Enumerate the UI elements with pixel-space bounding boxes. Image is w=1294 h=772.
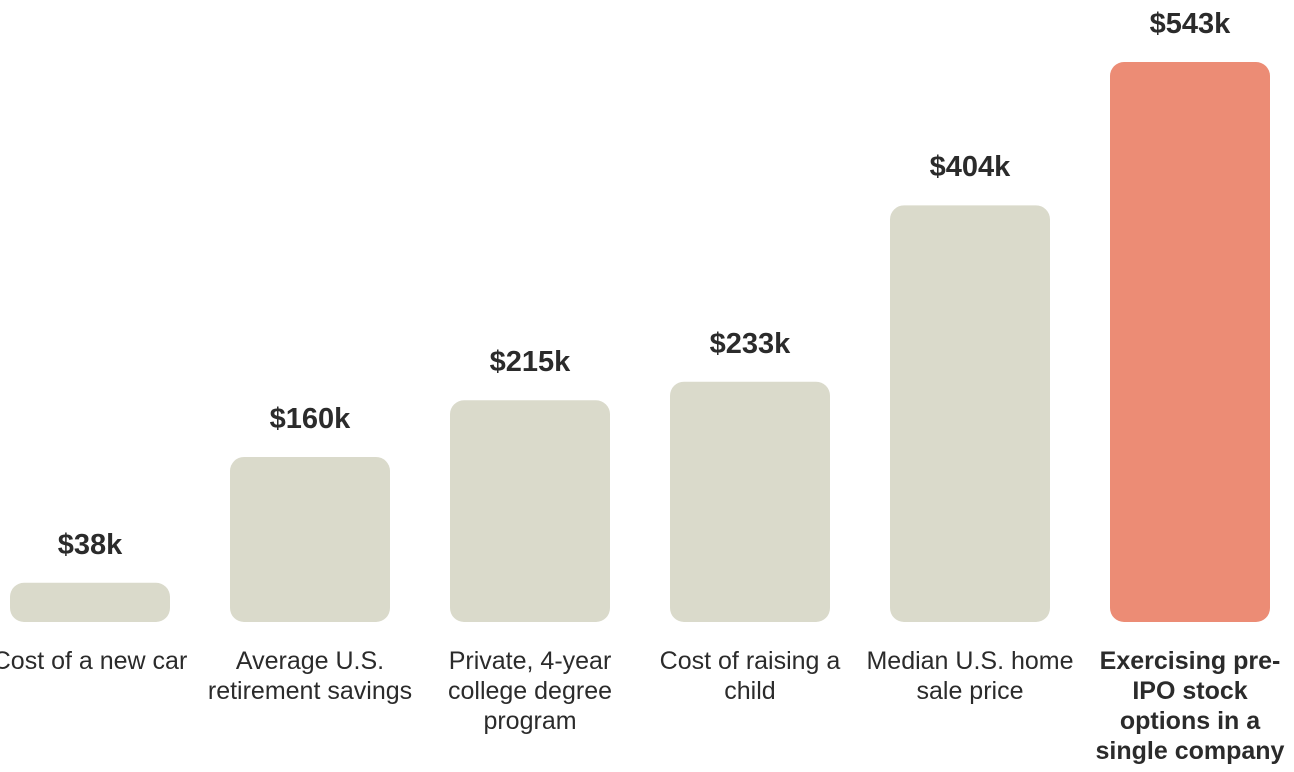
- x-tick-label: Cost of raising a child: [659, 647, 841, 705]
- bar: [1110, 62, 1270, 622]
- bar: [10, 582, 170, 622]
- value-label: $38k: [57, 528, 123, 561]
- value-label: $404k: [929, 151, 1011, 184]
- x-tick-label: Private, 4-year college degree program: [447, 647, 612, 735]
- value-label: $160k: [269, 402, 351, 435]
- x-tick-label: Median U.S. home sale price: [866, 647, 1074, 705]
- bar: [450, 400, 610, 622]
- value-label: $543k: [1149, 8, 1231, 40]
- value-label: $215k: [489, 346, 571, 379]
- bar: [670, 381, 830, 622]
- x-tick-label: Average U.S. retirement savings: [207, 647, 413, 705]
- x-tick-label: Exercising pre-IPO stock options in a si…: [1095, 647, 1285, 765]
- x-tick-label: Cost of a new car: [0, 647, 188, 675]
- bar: [890, 205, 1050, 622]
- value-label: $233k: [709, 327, 791, 360]
- bar: [230, 456, 390, 622]
